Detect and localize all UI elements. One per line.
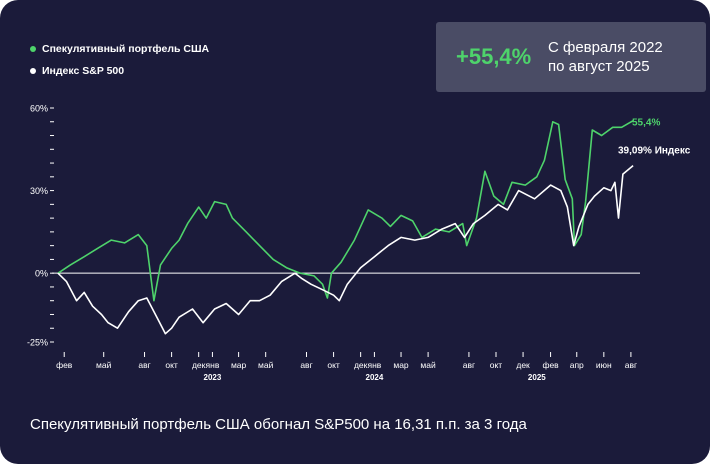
stat-box: +55,4% С февраля 2022 по август 2025 (436, 22, 706, 92)
legend-label-portfolio: Спекулятивный портфель США (42, 43, 210, 55)
y-tick-label: -25% (27, 338, 48, 348)
legend: Спекулятивный портфель США Индекс S&P 50… (30, 38, 209, 82)
year-label: 2025 (528, 373, 546, 382)
x-tick-label: дек (354, 360, 368, 370)
x-tick-label: апр (570, 360, 584, 370)
x-tick-label: окт (165, 360, 178, 370)
legend-swatch-index (30, 68, 36, 74)
x-tick-label: авг (300, 360, 312, 370)
x-tick-label: дек (192, 360, 206, 370)
x-tick-label: май (420, 360, 436, 370)
legend-swatch-portfolio (30, 46, 36, 52)
y-tick-label: 60% (30, 104, 48, 114)
x-tick-label: дек (516, 360, 530, 370)
stat-value: +55,4% (456, 44, 532, 69)
x-tick-label: янв (367, 360, 381, 370)
stat-period-line1: С февраля 2022 (548, 39, 663, 56)
x-tick-label: окт (327, 360, 340, 370)
series-line-index (57, 164, 634, 335)
year-label: 2024 (366, 373, 384, 382)
x-tick-label: мар (393, 360, 409, 370)
x-tick-label: май (96, 360, 112, 370)
x-tick-label: фев (56, 360, 73, 370)
x-tick-label: мар (231, 360, 247, 370)
x-tick-label: авг (138, 360, 150, 370)
x-tick-label: фев (542, 360, 559, 370)
x-tick-label: авг (625, 360, 637, 370)
end-label-index: 39,09% Индекс (618, 146, 691, 157)
legend-label-index: Индекс S&P 500 (42, 65, 125, 77)
legend-item-portfolio: Спекулятивный портфель США (30, 38, 209, 60)
y-tick-label: 0% (35, 269, 48, 279)
x-tick-label: июн (596, 360, 612, 370)
stat-period: С февраля 2022 по август 2025 (548, 38, 663, 76)
stat-period-line2: по август 2025 (548, 58, 650, 75)
x-tick-label: май (258, 360, 274, 370)
x-tick-label: янв (206, 360, 220, 370)
x-tick-label: окт (490, 360, 503, 370)
series-line-portfolio (57, 120, 634, 302)
year-label: 2023 (204, 373, 222, 382)
y-tick-label: 30% (30, 186, 48, 196)
chart-caption: Спекулятивный портфель США обогнал S&P50… (30, 416, 527, 433)
x-tick-label: авг (463, 360, 475, 370)
end-label-portfolio: 55,4% (632, 118, 660, 129)
legend-item-index: Индекс S&P 500 (30, 60, 209, 82)
